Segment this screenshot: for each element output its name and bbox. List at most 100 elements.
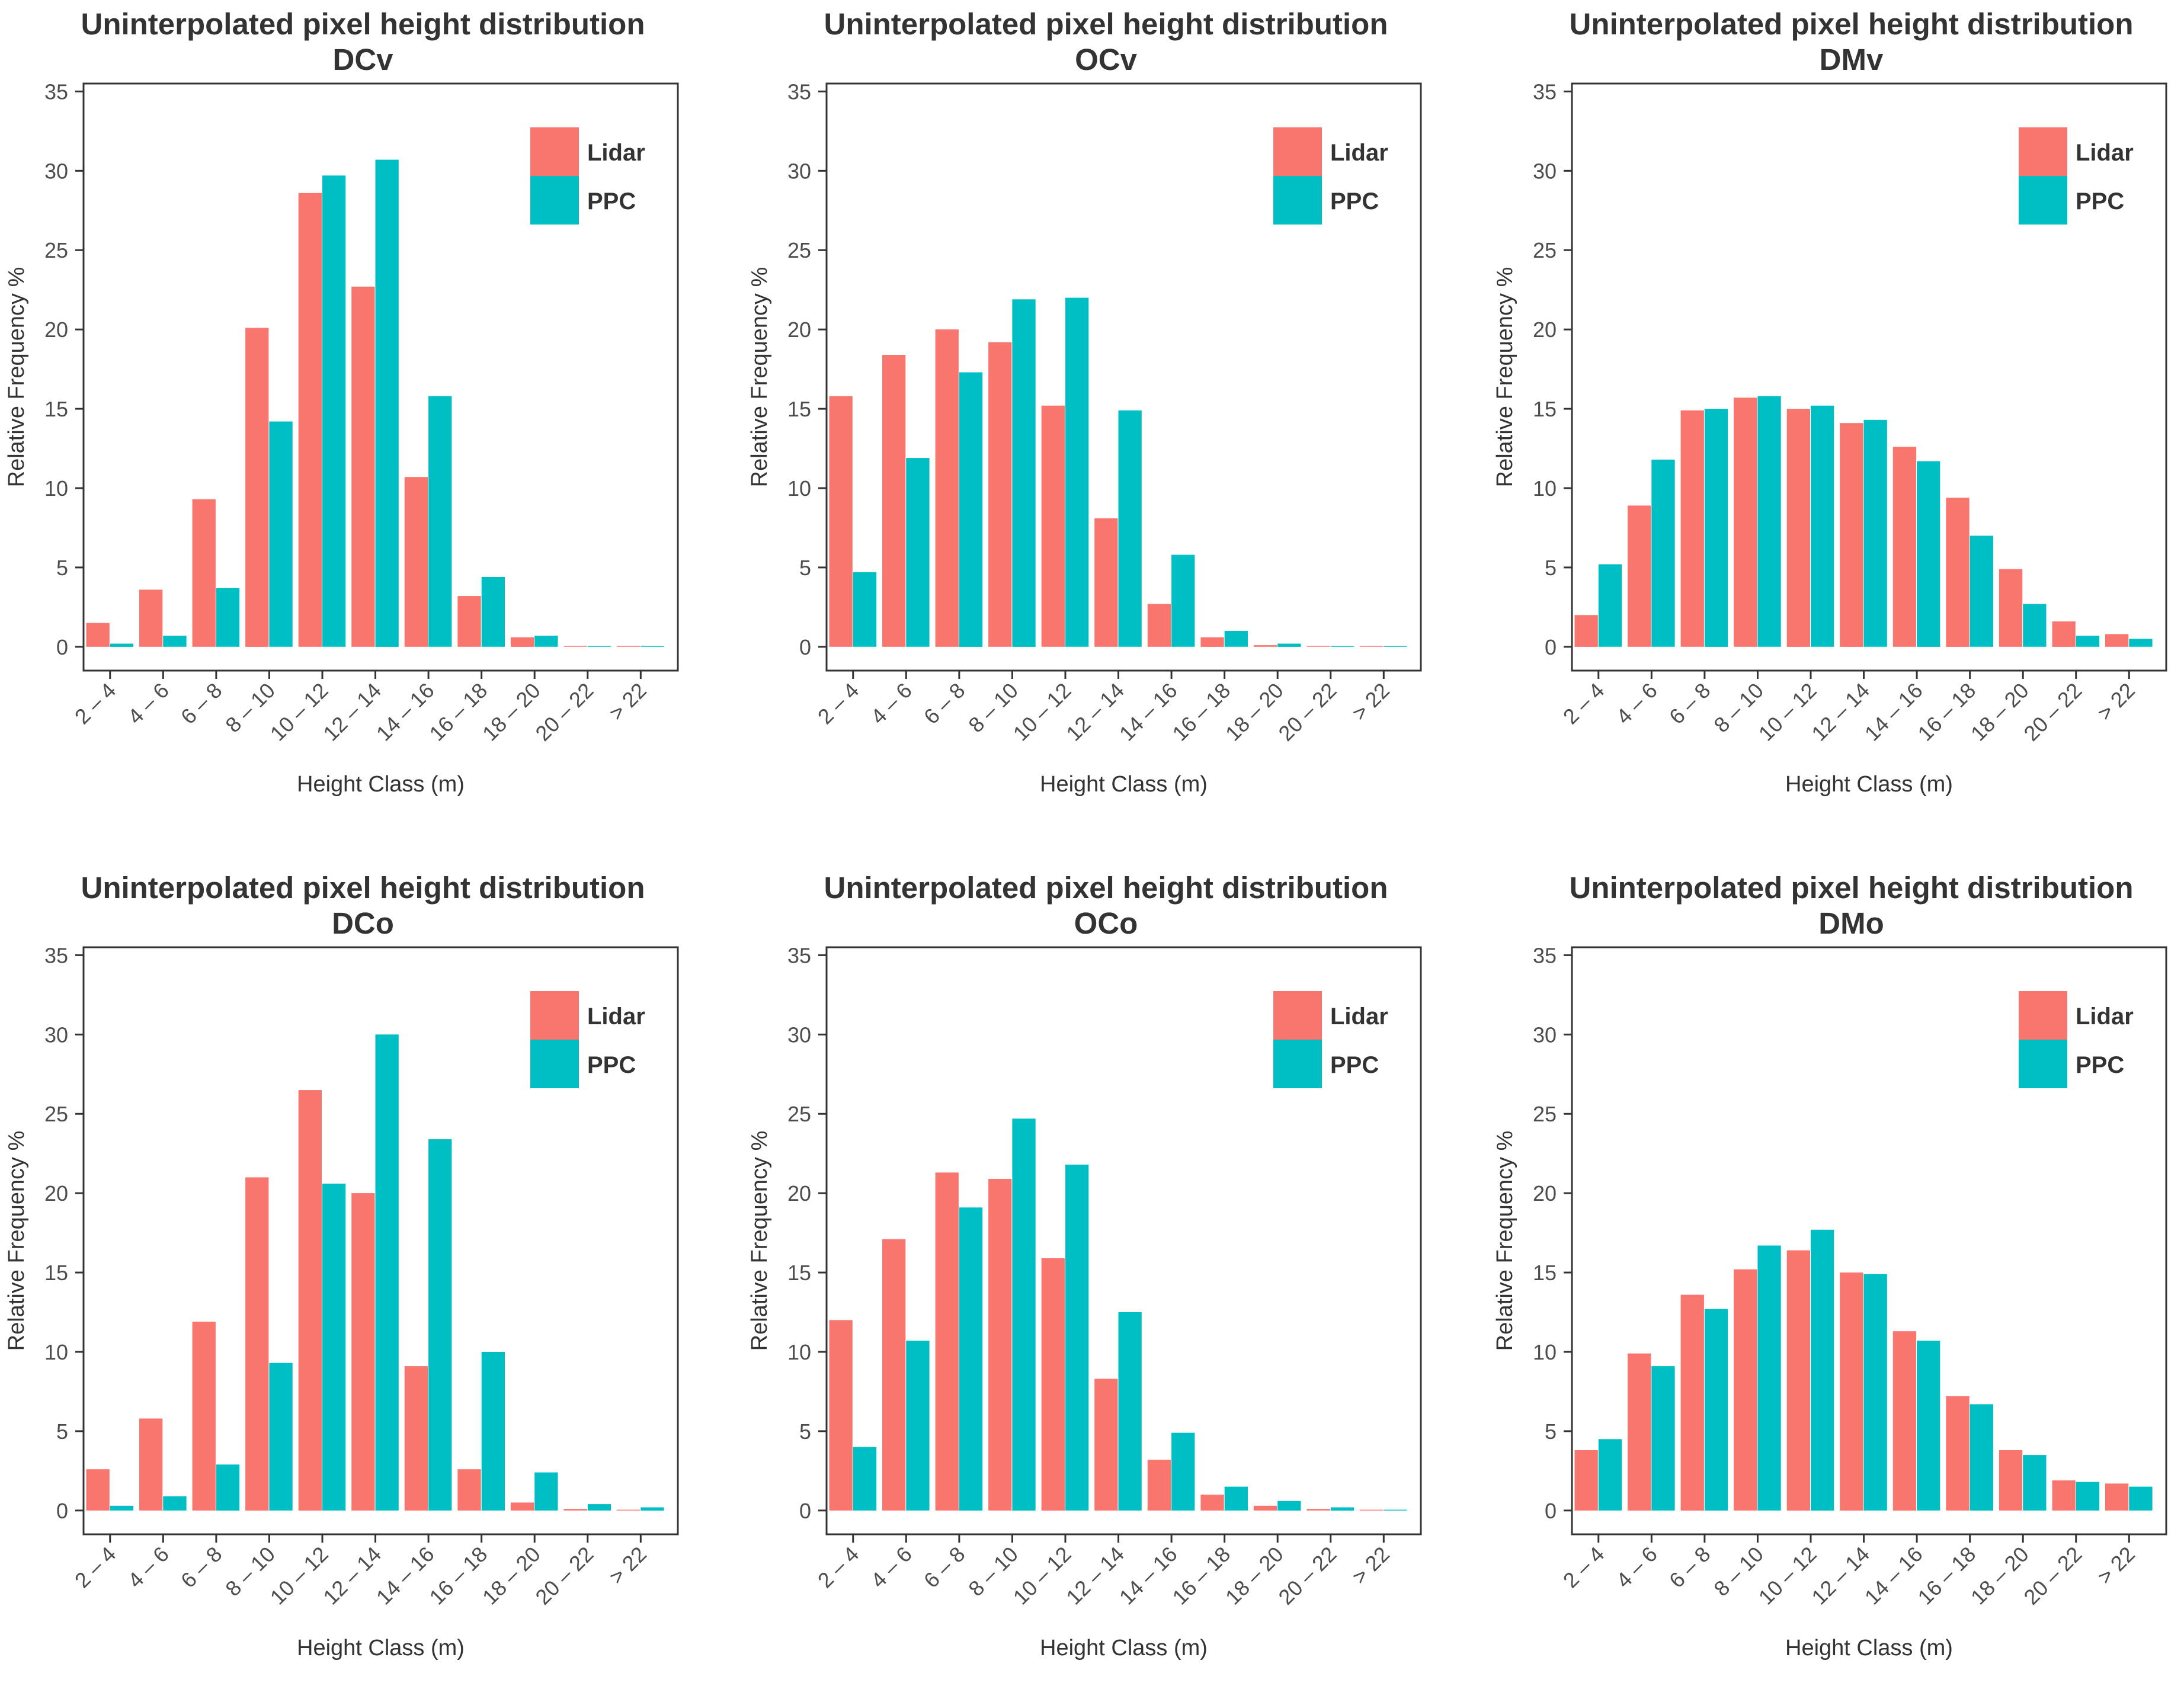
y-tick-label: 35 [44,79,68,104]
y-axis-title: Relative Frequency % [1493,1131,1517,1351]
y-tick-label: 25 [1533,1102,1557,1126]
x-axis-title: Height Class (m) [1785,1636,1953,1660]
bar-ppc-8 [1277,1501,1301,1511]
x-tick-label: > 22 [604,678,651,725]
bar-ppc-1 [1651,459,1675,647]
bar-ppc-2 [216,588,240,647]
bar-lidar-4 [1041,1258,1065,1511]
legend-swatch-lidar [2019,991,2067,1040]
bar-ppc-7 [1224,1486,1248,1511]
bar-ppc-10 [1384,646,1407,647]
x-tick-label: > 22 [1347,678,1394,725]
x-tick-label: 16 – 18 [424,678,492,746]
bar-lidar-1 [1628,1353,1651,1511]
bar-ppc-1 [1651,1366,1675,1511]
chart-title: Uninterpolated pixel height distribution [1570,871,2134,905]
bar-ppc-3 [269,1363,293,1511]
bar-ppc-8 [2023,1455,2047,1511]
x-tick-label: 2 – 4 [70,1542,121,1593]
x-tick-label: 6 – 8 [1664,678,1715,729]
x-tick-label: 16 – 18 [1913,1542,1980,1610]
bar-lidar-5 [1840,1272,1863,1511]
bar-ppc-0 [1598,1439,1622,1511]
x-tick-label: 14 – 16 [1860,678,1927,746]
x-tick-label: 2 – 4 [813,678,864,729]
chart-svg: Uninterpolated pixel height distribution… [747,7,1422,797]
bar-ppc-0 [1598,564,1622,647]
y-tick-label: 25 [1533,238,1557,262]
x-tick-label: 10 – 12 [1754,1542,1821,1610]
chart-svg: Uninterpolated pixel height distribution… [747,871,1422,1660]
bar-lidar-4 [298,193,322,647]
bar-lidar-7 [1946,1396,1970,1511]
x-tick-label: 4 – 6 [866,678,917,729]
chart-title: Uninterpolated pixel height distribution [1570,7,2134,41]
y-tick-label: 25 [44,238,68,262]
bar-lidar-5 [1094,518,1118,647]
y-tick-label: 35 [44,943,68,967]
y-tick-label: 0 [56,635,68,659]
x-tick-label: 10 – 12 [1008,1542,1076,1610]
x-tick-label: 14 – 16 [372,678,439,746]
y-tick-label: 10 [787,476,811,501]
plot-frame [1571,82,2167,672]
y-axis-title: Relative Frequency % [747,1131,772,1351]
bar-ppc-7 [481,1352,505,1511]
bar-lidar-0 [829,1320,853,1511]
x-tick-label: 20 – 22 [530,678,598,746]
legend-swatch-lidar [2019,127,2067,176]
bar-ppc-0 [853,1447,877,1511]
bar-ppc-3 [1757,396,1781,647]
bar-ppc-6 [428,396,452,647]
bar-ppc-8 [1277,643,1301,647]
bar-ppc-2 [959,1207,983,1511]
bar-ppc-8 [534,636,558,647]
y-tick-label: 30 [787,159,811,183]
y-tick-label: 5 [56,556,68,580]
y-tick-label: 25 [787,1102,811,1126]
bar-ppc-3 [1012,1118,1036,1511]
x-tick-label: 16 – 18 [1913,678,1980,746]
bar-lidar-10 [617,646,641,647]
bar-lidar-0 [86,623,110,647]
chart-subtitle: DMo [1818,906,1884,940]
bar-ppc-7 [1224,631,1248,647]
plot-frame [82,82,679,672]
bar-ppc-5 [1863,1274,1887,1511]
x-axis-title: Height Class (m) [1040,772,1208,797]
bar-lidar-3 [988,1179,1012,1511]
bar-ppc-4 [322,175,346,647]
bar-lidar-7 [1200,1495,1224,1511]
bar-ppc-9 [587,646,611,647]
legend-label-ppc: PPC [2076,1052,2124,1078]
y-tick-label: 10 [1533,1340,1557,1364]
bar-lidar-6 [404,477,428,647]
bar-ppc-5 [1118,410,1142,647]
bar-lidar-9 [563,1509,587,1511]
y-tick-label: 5 [1545,556,1557,580]
bar-lidar-3 [245,328,269,647]
bar-lidar-5 [351,1193,375,1511]
bar-ppc-2 [1704,409,1728,647]
bar-ppc-0 [853,572,877,647]
bar-ppc-7 [481,577,505,647]
x-tick-label: > 22 [1347,1542,1394,1589]
bar-lidar-8 [510,637,534,647]
bar-lidar-0 [86,1469,110,1511]
legend-label-ppc: PPC [2076,188,2124,214]
x-tick-label: 14 – 16 [1115,1542,1182,1610]
y-tick-label: 15 [1533,397,1557,421]
bar-lidar-9 [2052,621,2076,647]
x-tick-label: 12 – 14 [318,678,386,746]
y-tick-label: 10 [44,476,68,501]
bar-lidar-6 [1892,1331,1917,1511]
bar-lidar-2 [935,329,959,647]
y-tick-label: 30 [44,1022,68,1047]
x-tick-label: 6 – 8 [919,678,970,729]
x-tick-label: 6 – 8 [1664,1542,1715,1593]
bar-lidar-4 [1786,409,1810,647]
x-tick-label: 20 – 22 [2019,678,2086,746]
y-tick-label: 20 [787,1181,811,1206]
y-tick-label: 5 [56,1419,68,1444]
bar-ppc-3 [1012,299,1036,647]
